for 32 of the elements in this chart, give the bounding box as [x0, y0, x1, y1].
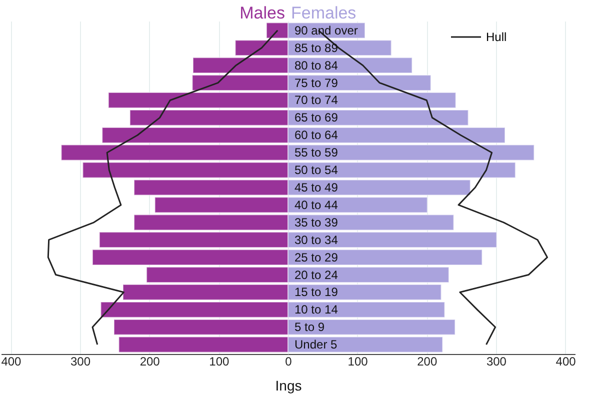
x-tick-label: 300 [486, 354, 507, 368]
y-tick-label: 50 to 54 [294, 163, 338, 178]
y-tick-label: 10 to 14 [294, 302, 338, 317]
y-tick-label: 5 to 9 [294, 320, 325, 334]
x-tick-label: 300 [70, 354, 91, 368]
y-tick-label: Under 5 [294, 338, 338, 352]
x-tick-label: 200 [140, 354, 160, 368]
y-tick-label: 55 to 59 [294, 146, 338, 160]
y-tick-label: 70 to 74 [294, 93, 338, 108]
y-tick-label: 20 to 24 [294, 268, 338, 282]
y-tick-label: 35 to 39 [294, 215, 338, 230]
x-tick-label: 200 [417, 354, 438, 368]
x-tick-label: 400 [556, 354, 576, 368]
x-tick-label: 400 [1, 354, 22, 368]
y-tick-label: 15 to 19 [294, 285, 338, 300]
x-tick-label: 100 [348, 354, 368, 368]
y-tick-label: 65 to 69 [294, 110, 338, 125]
y-tick-label: 75 to 79 [294, 76, 338, 90]
x-tick-label: 100 [209, 354, 230, 368]
series-label: Females [291, 3, 356, 22]
y-tick-label: 30 to 34 [294, 232, 338, 247]
legend-label: Hull [486, 30, 507, 44]
y-tick-label: 45 to 49 [294, 180, 338, 194]
y-tick-label: 40 to 44 [294, 198, 338, 212]
y-tick-label: 25 to 29 [294, 250, 338, 264]
x-axis-title: Ings [275, 378, 302, 394]
series-label: Males [240, 3, 285, 22]
y-tick-label: 60 to 64 [294, 128, 338, 142]
y-tick-label: 90 and over [294, 23, 358, 38]
y-tick-label: 80 to 84 [294, 58, 338, 72]
x-tick-label: 0 [285, 354, 292, 368]
y-tick-label: 85 to 89 [294, 40, 338, 55]
